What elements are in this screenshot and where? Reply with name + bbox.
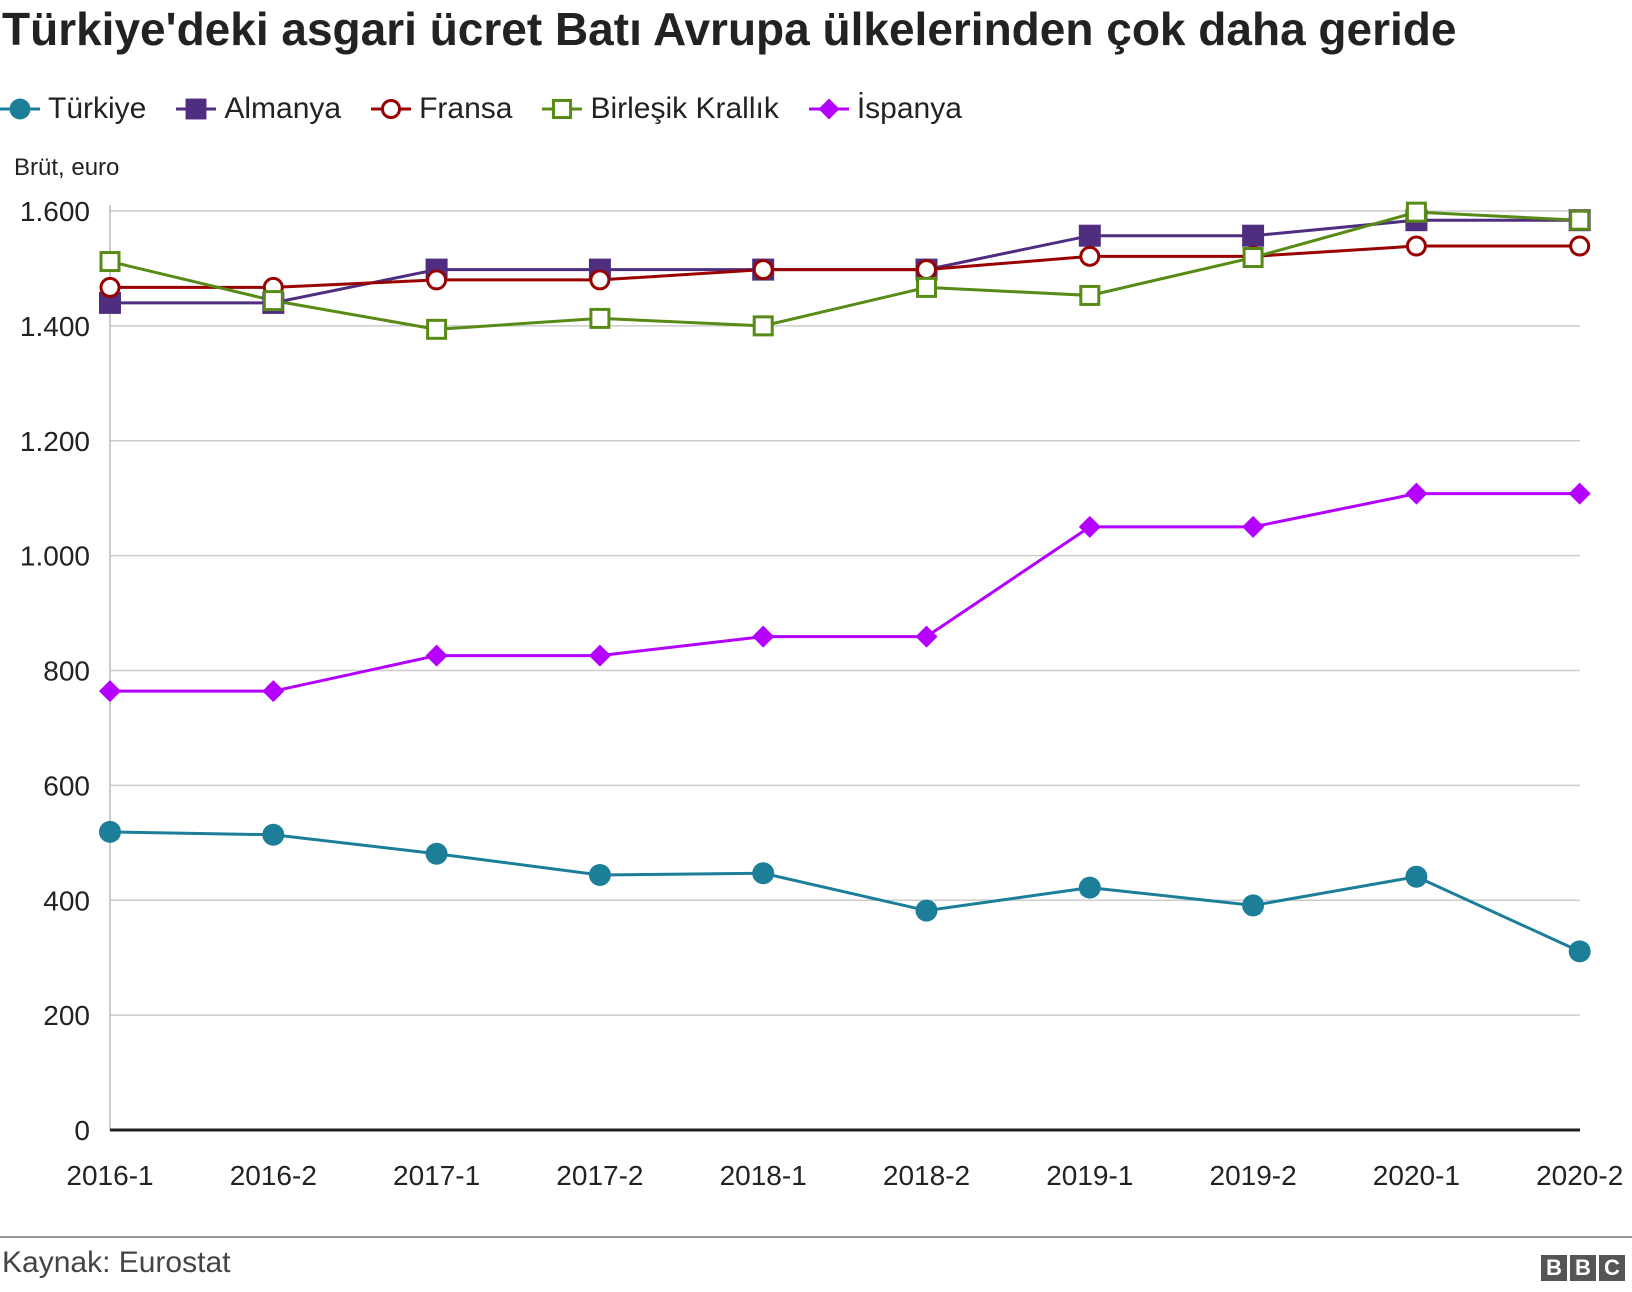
data-point — [99, 680, 121, 703]
y-tick-label: 1.600 — [20, 196, 90, 227]
data-point — [915, 899, 938, 922]
data-point — [1405, 865, 1428, 888]
data-point — [589, 269, 611, 291]
legend-item: İspanya — [808, 92, 962, 126]
legend-label: Türkiye — [48, 92, 147, 125]
legend-item: Birleşik Krallık — [542, 92, 779, 126]
data-point — [1405, 235, 1427, 257]
legend-item: Türkiye — [0, 92, 146, 126]
data-point — [262, 680, 285, 703]
data-point — [1242, 894, 1265, 917]
bbc-logo-letter-2: B — [1570, 1255, 1596, 1281]
data-point — [916, 276, 937, 298]
data-point — [588, 863, 611, 886]
data-point — [1569, 209, 1591, 231]
bbc-logo: B B C — [1541, 1255, 1628, 1281]
data-point — [1568, 940, 1591, 963]
data-point — [1242, 515, 1265, 538]
legend-label: Fransa — [419, 92, 513, 125]
data-point — [588, 644, 611, 667]
y-tick-label: 800 — [43, 656, 90, 687]
y-tick-label: 400 — [43, 885, 90, 916]
data-point — [752, 259, 774, 281]
legend-label: Birleşik Krallık — [590, 92, 779, 125]
x-tick-label: 2018-2 — [883, 1160, 970, 1191]
source-note: Kaynak: Eurostat — [2, 1246, 231, 1279]
series-line — [110, 244, 1580, 289]
data-point — [425, 842, 448, 865]
y-tick-label: 1.000 — [20, 541, 90, 572]
x-tick-label: 2020-1 — [1373, 1160, 1460, 1191]
data-point — [1405, 482, 1428, 505]
y-tick-label: 1.400 — [20, 311, 90, 342]
data-point — [426, 318, 448, 340]
data-point — [1568, 482, 1591, 505]
x-tick-label: 2016-1 — [66, 1160, 153, 1191]
data-point — [1078, 515, 1101, 538]
data-point — [1079, 284, 1101, 306]
data-point — [1078, 876, 1101, 899]
data-point — [99, 820, 121, 843]
data-point — [916, 259, 937, 281]
y-tick-label: 200 — [43, 1000, 90, 1031]
data-point — [262, 823, 285, 846]
data-point — [425, 644, 448, 667]
legend-swatch — [176, 98, 217, 120]
legend-marker — [552, 98, 573, 120]
x-tick-label: 2018-1 — [720, 1160, 807, 1191]
series-line — [109, 830, 1581, 953]
data-point — [1405, 201, 1427, 223]
data-point — [99, 291, 121, 314]
series-line — [110, 218, 1580, 305]
legend: Türkiye Almanya Fransa Birleşik Krallık İspa… — [0, 84, 992, 134]
x-tick-label: 2020-2 — [1536, 1160, 1623, 1191]
legend-label: Almanya — [224, 92, 342, 125]
bbc-logo-letter-1: B — [1541, 1255, 1567, 1281]
legend-marker — [185, 98, 207, 120]
legend-swatch — [808, 98, 849, 120]
data-point — [1242, 224, 1265, 247]
chart-title: Türkiye'deki asgari ücret Batı Avrupa ül… — [2, 3, 1457, 55]
x-tick-label: 2017-1 — [393, 1160, 480, 1191]
series-line — [109, 210, 1580, 331]
bbc-logo-letter-3: C — [1599, 1255, 1625, 1281]
data-point — [99, 276, 121, 298]
legend-marker — [9, 98, 31, 120]
legend-swatch — [371, 98, 412, 120]
data-point — [1078, 224, 1101, 247]
y-tick-label: 0 — [74, 1115, 90, 1146]
y-axis-unit-label: Brüt, euro — [14, 154, 120, 181]
data-point — [99, 251, 121, 273]
x-tick-label: 2019-2 — [1210, 1160, 1297, 1191]
legend-item: Almanya — [176, 92, 341, 126]
legend-marker — [818, 98, 840, 120]
y-tick-label: 600 — [43, 770, 90, 801]
data-point — [752, 862, 775, 885]
data-point — [1569, 235, 1591, 257]
data-point — [1079, 245, 1101, 267]
data-point — [915, 625, 938, 648]
series-line — [110, 492, 1580, 693]
data-point — [752, 315, 774, 337]
y-tick-label: 1.200 — [20, 426, 90, 457]
legend-label: İspanya — [856, 92, 962, 125]
data-point — [1242, 247, 1264, 269]
footer-divider — [0, 1236, 1632, 1238]
data-point — [752, 625, 775, 648]
legend-marker — [381, 98, 402, 120]
x-tick-label: 2019-1 — [1046, 1160, 1133, 1191]
x-tick-label: 2016-2 — [230, 1160, 317, 1191]
legend-swatch — [0, 98, 40, 120]
data-point — [262, 290, 284, 312]
line-chart: 0 200 400 600 800 1.000 1.200 1.400 1.600 2016-1 2… — [20, 196, 1623, 1191]
legend-item: Fransa — [371, 92, 512, 126]
legend-swatch — [542, 98, 583, 120]
data-point — [589, 307, 611, 329]
x-tick-label: 2017-2 — [556, 1160, 643, 1191]
data-point — [426, 269, 448, 291]
